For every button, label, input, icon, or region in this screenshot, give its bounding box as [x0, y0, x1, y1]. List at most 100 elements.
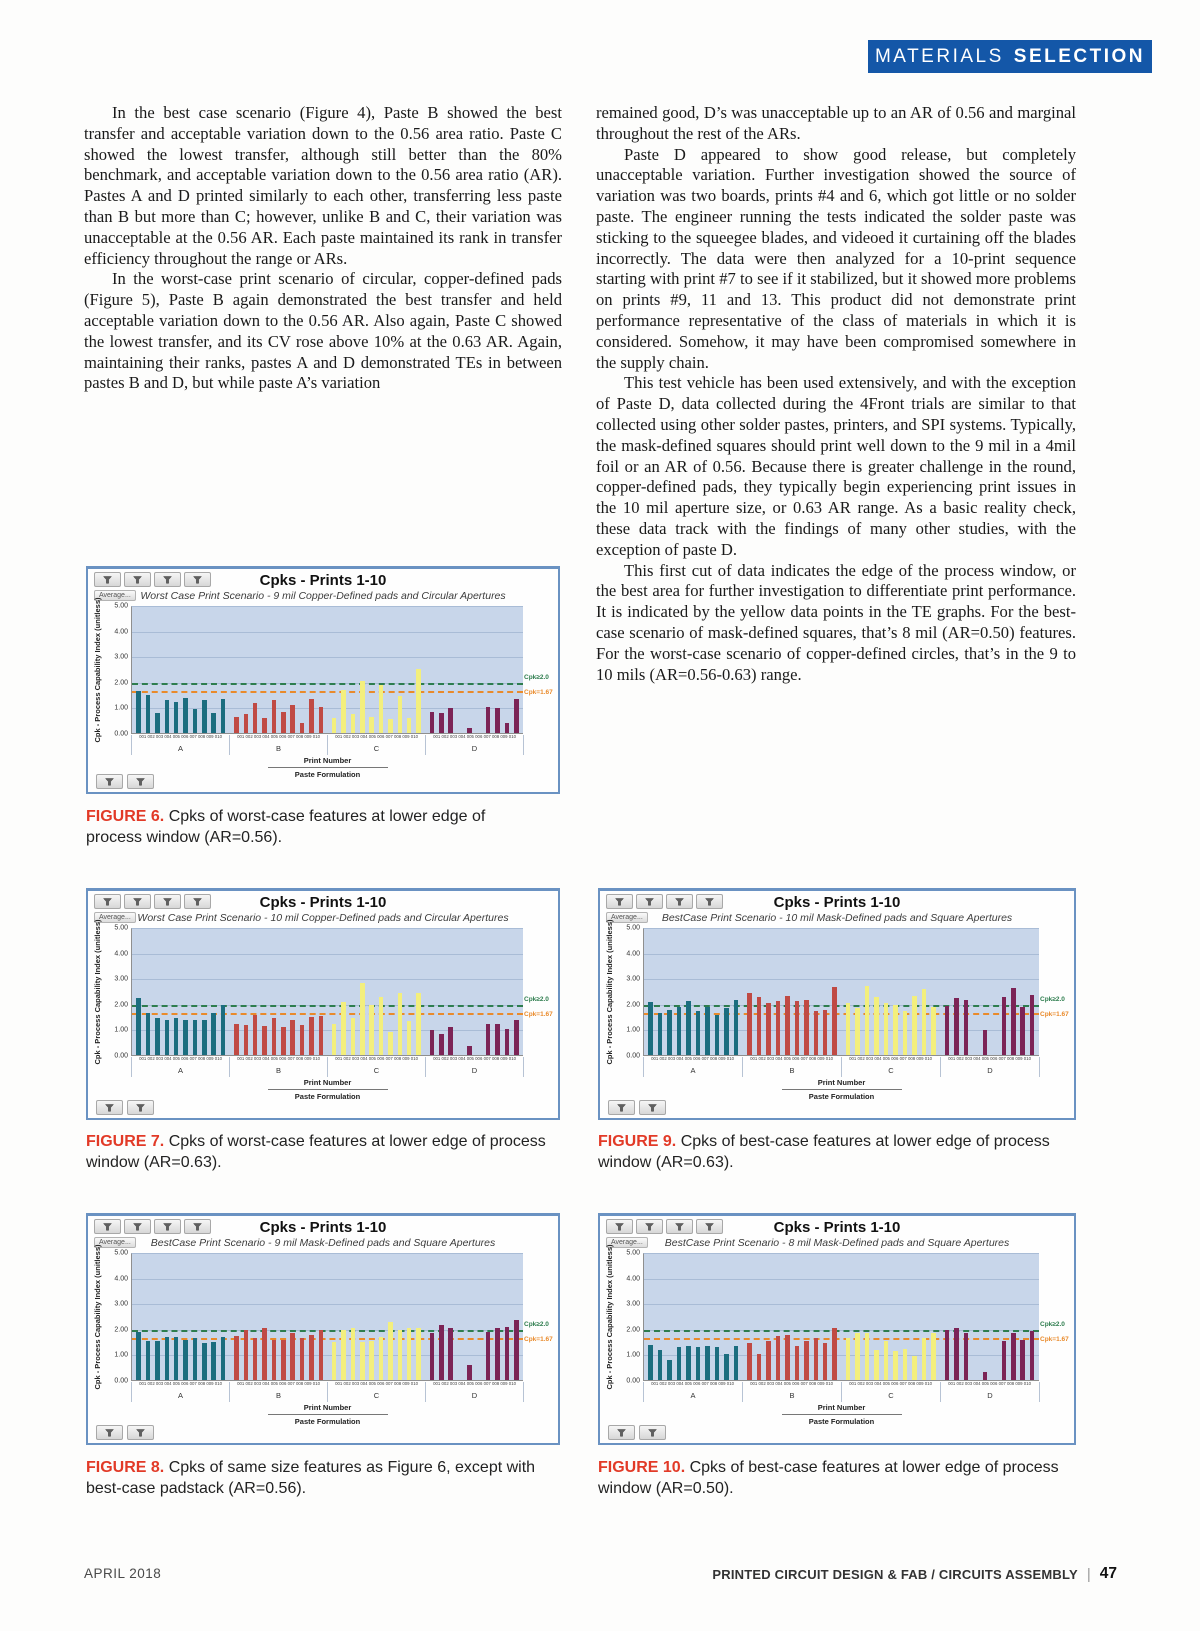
- x-axis-tick-labels: 001 002 003 004 005 006 007 008 009 010 0…: [131, 1057, 524, 1065]
- bar: [504, 722, 510, 733]
- pivot-filter-button: [124, 894, 151, 909]
- funnel-icon: [105, 1428, 114, 1437]
- paste-group-label: C: [328, 1390, 426, 1402]
- paste-group-label: B: [230, 1390, 328, 1402]
- bar: [290, 1019, 295, 1055]
- pivot-filter-buttons: [94, 572, 211, 587]
- bar: [271, 1339, 277, 1380]
- paste-group-label: B: [230, 743, 328, 755]
- bar: [299, 1024, 305, 1055]
- paste-group-label: B: [743, 1065, 842, 1077]
- bar: [775, 1335, 781, 1380]
- pivot-filter-button: [608, 1100, 635, 1115]
- bar: [136, 998, 141, 1055]
- bar: [439, 712, 444, 733]
- print-number-ticks: 001 002 003 004 005 006 007 008 009 010: [426, 735, 524, 743]
- bar: [845, 1338, 851, 1380]
- funnel-icon: [193, 1222, 202, 1231]
- funnel-icon: [133, 897, 142, 906]
- bar: [657, 1013, 663, 1055]
- print-number-ticks: 001 002 003 004 005 006 007 008 009 010: [426, 1382, 524, 1390]
- bar: [1001, 997, 1007, 1055]
- bar: [369, 716, 374, 733]
- print-number-ticks: 001 002 003 004 005 006 007 008 009 010: [131, 735, 230, 743]
- bar: [495, 1328, 500, 1380]
- x-axis-title: Print Number: [817, 1078, 866, 1087]
- bar: [705, 1345, 710, 1380]
- bar: [504, 1327, 510, 1380]
- paste-group-label: D: [941, 1390, 1040, 1402]
- chart-subtitle: BestCase Print Scenario - 10 mil Mask-De…: [661, 912, 1013, 924]
- chart-body: Cpk - Process Capability Index (unitless…: [604, 919, 1070, 1064]
- paste-group-label: A: [643, 1390, 743, 1402]
- bar: [813, 1010, 819, 1055]
- paste-group-label: B: [230, 1065, 328, 1077]
- bar: [695, 1010, 701, 1055]
- paste-c-bar-group: [328, 607, 426, 733]
- bar: [724, 1353, 729, 1380]
- funnel-icon: [193, 897, 202, 906]
- pivot-filter-button: [606, 1219, 633, 1234]
- axis-divider-line: [781, 1414, 902, 1415]
- bar: [183, 1019, 188, 1055]
- funnel-icon: [163, 575, 172, 584]
- bar: [192, 1338, 198, 1380]
- footer-separator: |: [1086, 1565, 1091, 1583]
- bar: [155, 1018, 160, 1055]
- bar: [136, 1332, 141, 1380]
- bar: [145, 695, 151, 733]
- bar: [360, 1342, 365, 1380]
- bar: [931, 1007, 936, 1055]
- gridline: [132, 632, 523, 634]
- ref-line-labels: Cpk≥2.0 Cpk=1.67: [523, 928, 554, 1056]
- print-number-ticks: 001 002 003 004 005 006 007 008 009 010: [328, 735, 426, 743]
- bar: [648, 1344, 653, 1380]
- bar: [954, 998, 959, 1055]
- bar: [406, 717, 412, 733]
- pivot-filter-button: [96, 1425, 123, 1440]
- print-number-ticks: 001 002 003 004 005 006 007 008 009 010: [941, 1057, 1040, 1065]
- y-axis-title: Cpk - Process Capability Index (unitless…: [92, 919, 105, 1064]
- bar: [243, 1329, 249, 1380]
- bar: [350, 1328, 356, 1380]
- gridline: [644, 954, 1039, 956]
- bar: [495, 707, 500, 733]
- funnel-icon: [133, 575, 142, 584]
- y-axis-tick: 3.00: [114, 653, 128, 661]
- paste-group-label: C: [328, 1065, 426, 1077]
- pivot-filter-button: [184, 1219, 211, 1234]
- bar: [874, 997, 879, 1055]
- figure-label: FIGURE 8.: [86, 1459, 165, 1476]
- gridline: [132, 1029, 523, 1031]
- x-axis-tick-labels: 001 002 003 004 005 006 007 008 009 010 0…: [643, 1382, 1040, 1390]
- paste-group-label: C: [842, 1065, 941, 1077]
- bar: [331, 1342, 337, 1380]
- bar: [234, 1335, 239, 1380]
- bar: [944, 1005, 950, 1055]
- y-axis-tick: 2.00: [114, 1326, 128, 1334]
- bar: [281, 711, 286, 733]
- bar: [794, 1345, 800, 1380]
- bar: [331, 1023, 337, 1055]
- bar: [902, 1010, 908, 1055]
- bar: [1001, 1340, 1007, 1380]
- bar: [804, 999, 809, 1055]
- gridline: [644, 1304, 1039, 1306]
- bar: [211, 712, 216, 733]
- bar: [234, 716, 239, 733]
- bar: [309, 1017, 314, 1055]
- pivot-filter-button: [696, 1219, 723, 1234]
- print-number-ticks: 001 002 003 004 005 006 007 008 009 010: [230, 735, 328, 743]
- print-number-tick-text: 001 002 003 004 005 006 007 008 009 010: [237, 735, 320, 740]
- chart-title: Cpks - Prints 1-10: [259, 894, 387, 911]
- paste-d-bar-group: [940, 929, 1039, 1055]
- funnel-icon: [136, 777, 145, 786]
- pivot-filter-buttons: [606, 894, 723, 909]
- bar: [318, 1015, 324, 1055]
- bar: [982, 1372, 988, 1380]
- figure-10-caption: FIGURE 10. Cpks of best-case features at…: [598, 1457, 1076, 1499]
- print-number-tick-text: 001 002 003 004 005 006 007 008 009 010: [335, 735, 418, 740]
- bar: [406, 1328, 412, 1380]
- bar: [369, 1340, 374, 1380]
- paste-group-label: D: [426, 1390, 524, 1402]
